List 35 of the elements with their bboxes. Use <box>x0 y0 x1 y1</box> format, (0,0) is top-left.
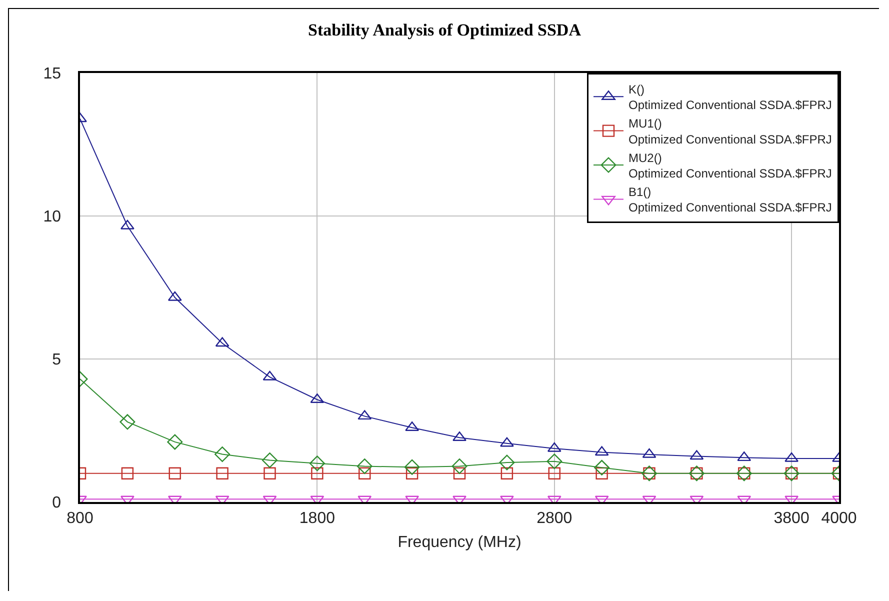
legend-label: MU1() Optimized Conventional SSDA.$FPRJ <box>628 116 832 146</box>
point <box>121 467 134 480</box>
y-tick-label: 0 <box>52 494 62 512</box>
y-tick-label: 15 <box>43 66 62 83</box>
point <box>168 467 181 480</box>
chart-title: Stability Analysis of Optimized SSDA <box>308 20 582 40</box>
point <box>499 454 515 470</box>
point <box>548 467 560 480</box>
x-tick-label: 800 <box>66 510 94 527</box>
point <box>309 456 325 472</box>
point <box>167 434 183 450</box>
point <box>500 467 514 480</box>
point <box>452 458 468 474</box>
x-axis-title: Frequency (MHz) <box>398 534 522 552</box>
legend-label: B1() Optimized Conventional SSDA.$FPRJ <box>628 185 832 215</box>
point <box>356 458 372 474</box>
point <box>358 467 371 480</box>
x-tick-label: 2800 <box>536 510 572 527</box>
legend-label: MU2() Optimized Conventional SSDA.$FPRJ <box>628 150 832 180</box>
point <box>264 467 276 480</box>
point <box>262 452 278 468</box>
x-tick-label: 4000 <box>821 510 857 527</box>
y-tick-label: 10 <box>43 208 62 226</box>
x-tick-label: 1800 <box>299 510 336 527</box>
point <box>311 467 324 480</box>
point <box>214 446 230 462</box>
point <box>120 414 136 430</box>
point <box>546 454 562 470</box>
point <box>216 467 228 480</box>
point <box>453 467 466 480</box>
legend-label: K() Optimized Conventional SSDA.$FPRJ <box>628 82 832 112</box>
point <box>404 459 420 475</box>
point <box>594 460 610 476</box>
x-tick-label: 3800 <box>774 510 810 527</box>
y-tick-label: 5 <box>52 352 62 369</box>
